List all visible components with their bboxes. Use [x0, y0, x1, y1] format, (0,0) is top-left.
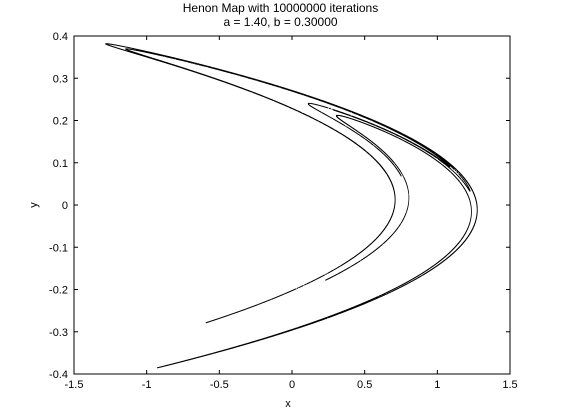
y-axis-ticks: -0.4 -0.3 -0.2 -0.1 0 0.1 0.2 0.3 0.4 — [49, 31, 510, 381]
x-tick-label: -1.5 — [65, 379, 84, 391]
y-tick-label: -0.4 — [49, 369, 68, 381]
y-tick-label: -0.1 — [49, 242, 68, 254]
x-axis-label: x — [285, 398, 291, 410]
y-tick-label: 0 — [62, 200, 68, 212]
y-tick-label: -0.2 — [49, 285, 68, 297]
x-tick-label: -1 — [142, 379, 152, 391]
y-tick-label: 0.3 — [53, 73, 68, 85]
attractor-point-cloud — [105, 43, 478, 369]
axes-frame — [73, 35, 511, 375]
y-tick-label: -0.3 — [49, 327, 68, 339]
x-axis-ticks: -1.5 -1 -0.5 0 0.5 1 1.5 — [65, 36, 518, 391]
chart-title: Henon Map with 10000000 iterations — [182, 1, 379, 15]
x-tick-label: 0 — [289, 379, 295, 391]
x-tick-label: 1.5 — [502, 379, 517, 391]
attractor-points — [105, 43, 478, 369]
y-tick-label: 0.1 — [53, 158, 68, 170]
y-tick-label: 0.4 — [53, 31, 68, 43]
x-tick-label: 0.5 — [357, 379, 372, 391]
y-axis-label: y — [28, 202, 40, 208]
x-tick-label: -0.5 — [210, 379, 229, 391]
y-tick-label: 0.2 — [53, 116, 68, 128]
chart-subtitle: a = 1.40, b = 0.30000 — [223, 15, 338, 29]
x-tick-label: 1 — [434, 379, 440, 391]
